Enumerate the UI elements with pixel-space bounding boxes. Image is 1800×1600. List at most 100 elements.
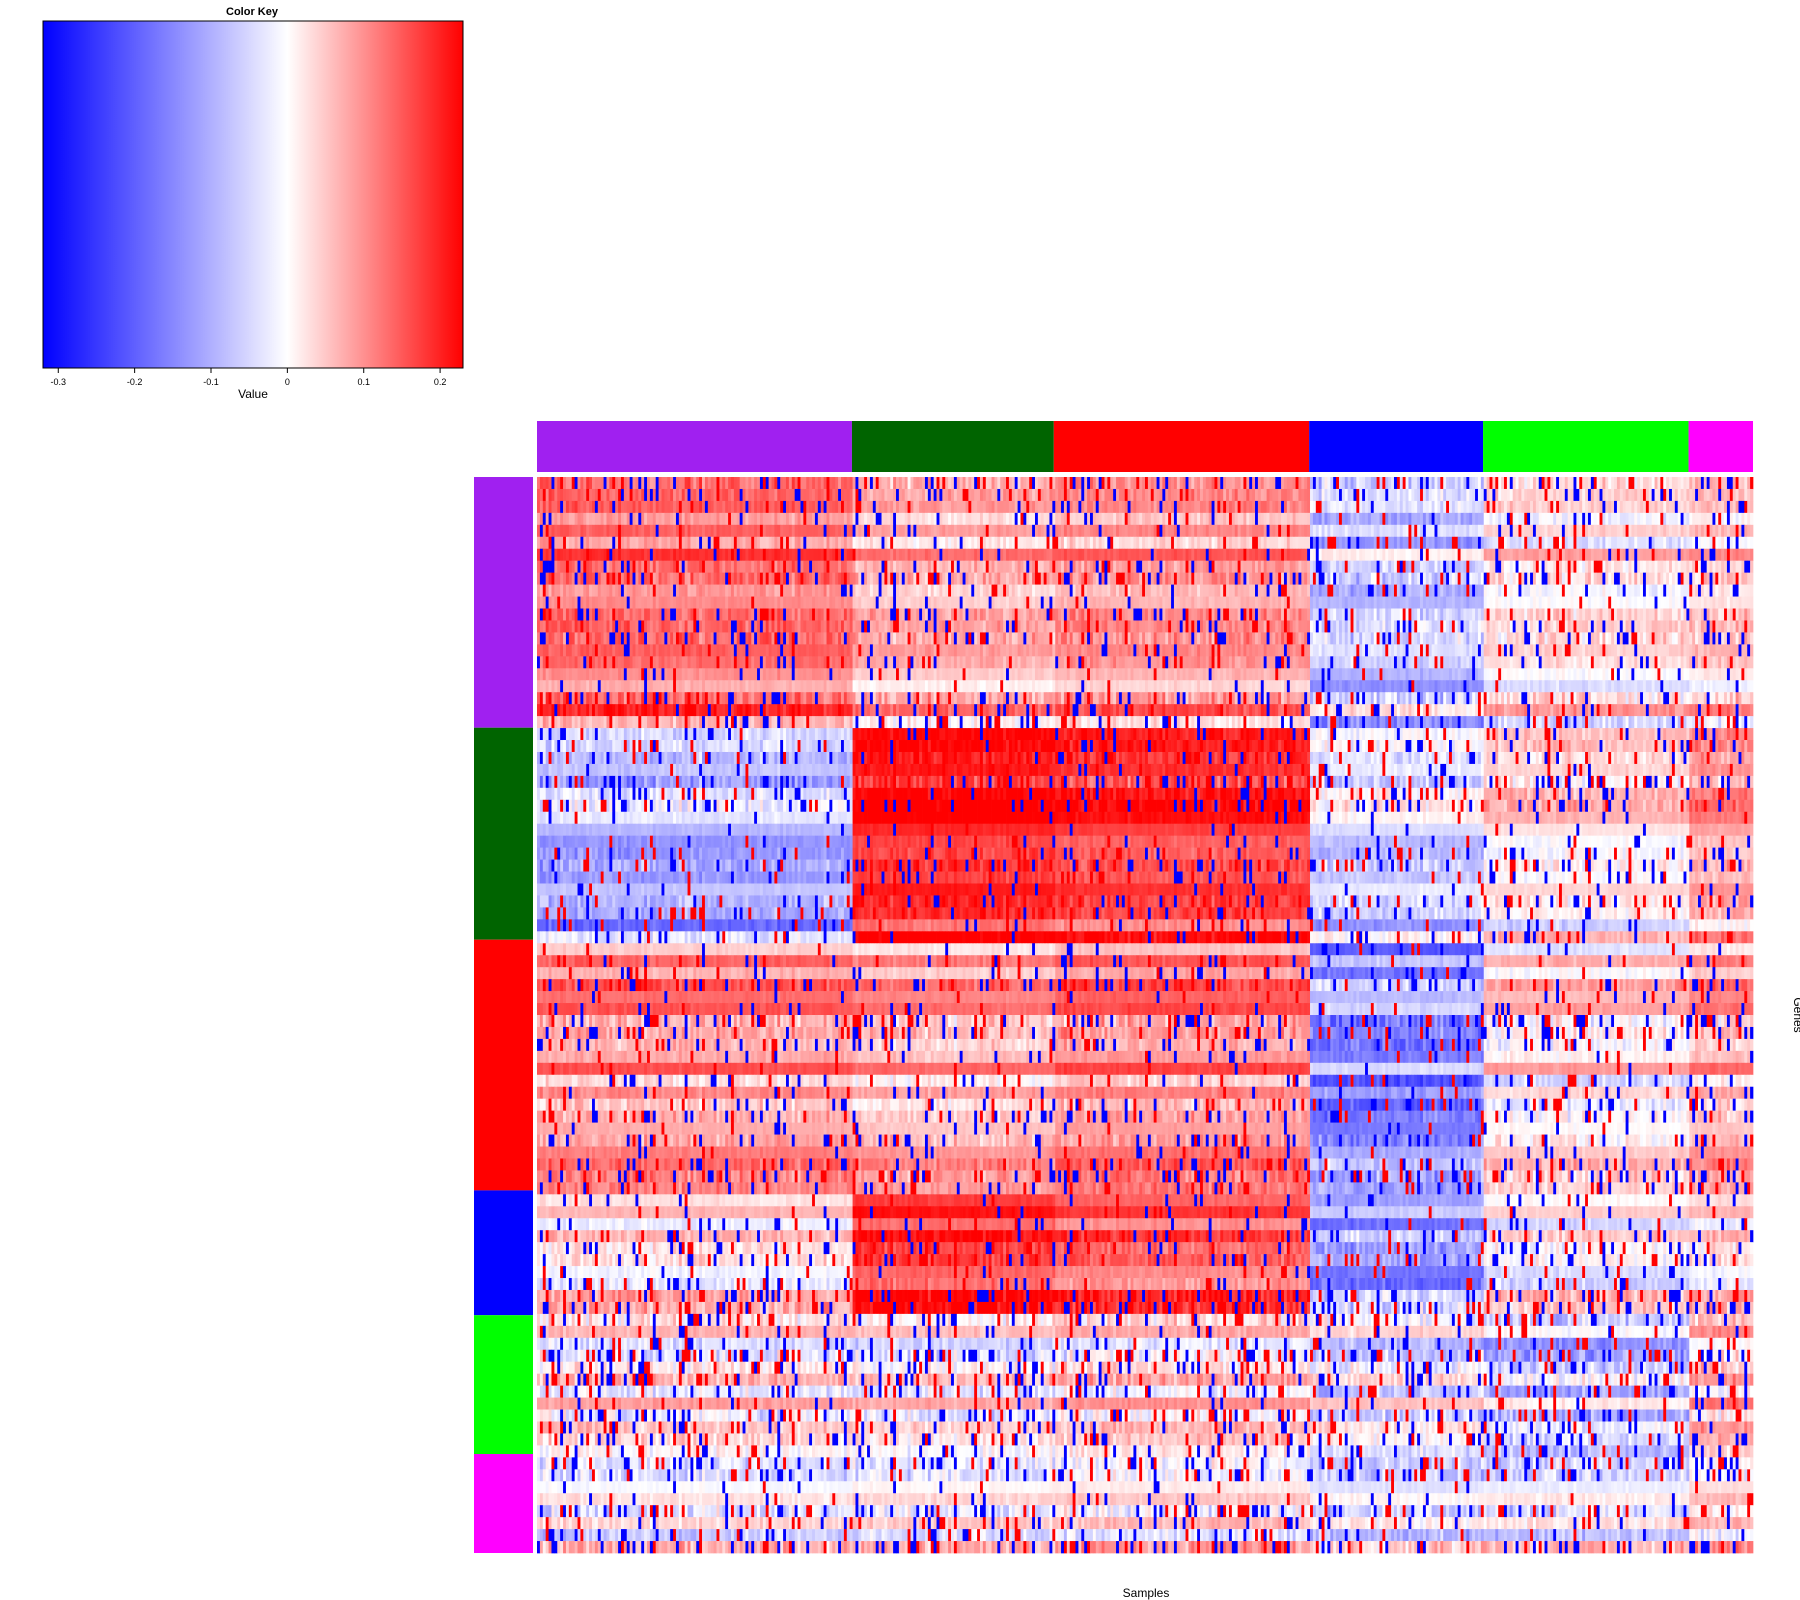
heatmap-cell [968,584,972,597]
heatmap-cell [1498,536,1502,550]
heatmap-cell [1637,548,1641,562]
heatmap-cell [1243,500,1247,514]
heatmap-cell [1602,524,1606,538]
heatmap-cell [1640,477,1644,490]
heatmap-cell [1324,596,1328,609]
heatmap-cell [722,512,726,526]
heatmap-cell [542,596,547,609]
heatmap-cell [600,548,604,562]
heatmap-cell [1489,477,1493,490]
heatmap-cell [542,488,547,502]
heatmap-cell [838,572,842,585]
heatmap-cell [1440,488,1444,502]
heatmap-cell [557,596,561,609]
heatmap-cell [1483,512,1487,526]
heatmap-cell [1026,572,1030,585]
heatmap-cell [1460,548,1464,562]
heatmap-cell [867,524,871,538]
heatmap-cell [1414,596,1418,609]
heatmap-cell [1622,500,1626,514]
heatmap-cell [933,512,937,526]
heatmap-cell [539,524,544,538]
heatmap-cell [864,584,868,597]
heatmap-cell [759,500,764,514]
heatmap-cell [1619,512,1624,526]
heatmap-cell [1359,524,1363,538]
heatmap-cell [1165,512,1169,526]
heatmap-cell [1029,512,1033,526]
heatmap-cell [609,512,613,526]
heatmap-cell [1286,584,1291,597]
heatmap-cell [1582,500,1586,514]
heatmap-cell [1237,512,1241,526]
heatmap-cell [615,524,619,538]
heatmap-cell [1191,584,1195,597]
heatmap-cell [1101,500,1105,514]
heatmap-cell [1683,584,1687,597]
heatmap-cell [707,524,712,538]
heatmap-cell [1689,596,1693,609]
heatmap-cell [1298,560,1302,573]
heatmap-cell [1477,608,1482,621]
heatmap-cell [1501,548,1505,562]
heatmap-cell [1182,524,1186,538]
heatmap-cell [1133,500,1137,514]
heatmap-cell [1252,477,1256,490]
heatmap-cell [641,488,645,502]
heatmap-cell [1469,560,1473,573]
heatmap-cell [574,608,578,621]
heatmap-cell [1434,560,1438,573]
heatmap-cell [1142,500,1146,514]
heatmap-cell [1524,500,1528,514]
heatmap-cell [1683,572,1687,585]
heatmap-cell [1726,524,1731,538]
heatmap-cell [1686,572,1690,585]
heatmap-cell [693,512,697,526]
heatmap-cell [855,512,859,526]
heatmap-cell [1092,560,1097,573]
heatmap-cell [1735,596,1739,609]
heatmap-cell [1640,500,1644,514]
heatmap-cell [1234,536,1238,550]
heatmap-cell [1347,608,1351,621]
heatmap-cell [1683,524,1687,538]
heatmap-cell [1260,548,1265,562]
heatmap-cell [537,477,541,490]
heatmap-cell [1579,548,1583,562]
heatmap-cell [1446,596,1450,609]
heatmap-cell [537,596,541,609]
heatmap-cell [933,548,937,562]
heatmap-cell [1703,536,1708,550]
heatmap-cell [1017,524,1021,538]
heatmap-cell [1602,488,1606,502]
heatmap-cell [736,584,741,597]
heatmap-cell [1182,477,1186,490]
heatmap-cell [1420,524,1424,538]
heatmap-cell [974,608,978,621]
heatmap-cell [1063,512,1068,526]
heatmap-cell [919,560,923,573]
heatmap-cell [649,548,654,562]
heatmap-cell [1509,560,1514,573]
heatmap-cell [574,512,578,526]
heatmap-cell [1092,524,1097,538]
heatmap-cell [1579,477,1583,490]
heatmap-cell [1449,572,1453,585]
heatmap-cell [551,536,555,550]
heatmap-cell [1692,548,1696,562]
heatmap-cell [832,500,836,514]
heatmap-cell [1069,524,1073,538]
heatmap-cell [953,536,958,550]
heatmap-cell [638,548,642,562]
heatmap-cell [1286,596,1291,609]
heatmap-cell [1689,584,1693,597]
heatmap-cell [1130,500,1134,514]
heatmap-cell [1173,524,1178,538]
heatmap-cell [1312,596,1317,609]
heatmap-cell [1570,536,1574,550]
heatmap-cell [1321,477,1325,490]
heatmap-cell [1535,536,1540,550]
heatmap-cell [797,548,801,562]
heatmap-cell [1674,572,1679,585]
heatmap-cell [1619,584,1624,597]
